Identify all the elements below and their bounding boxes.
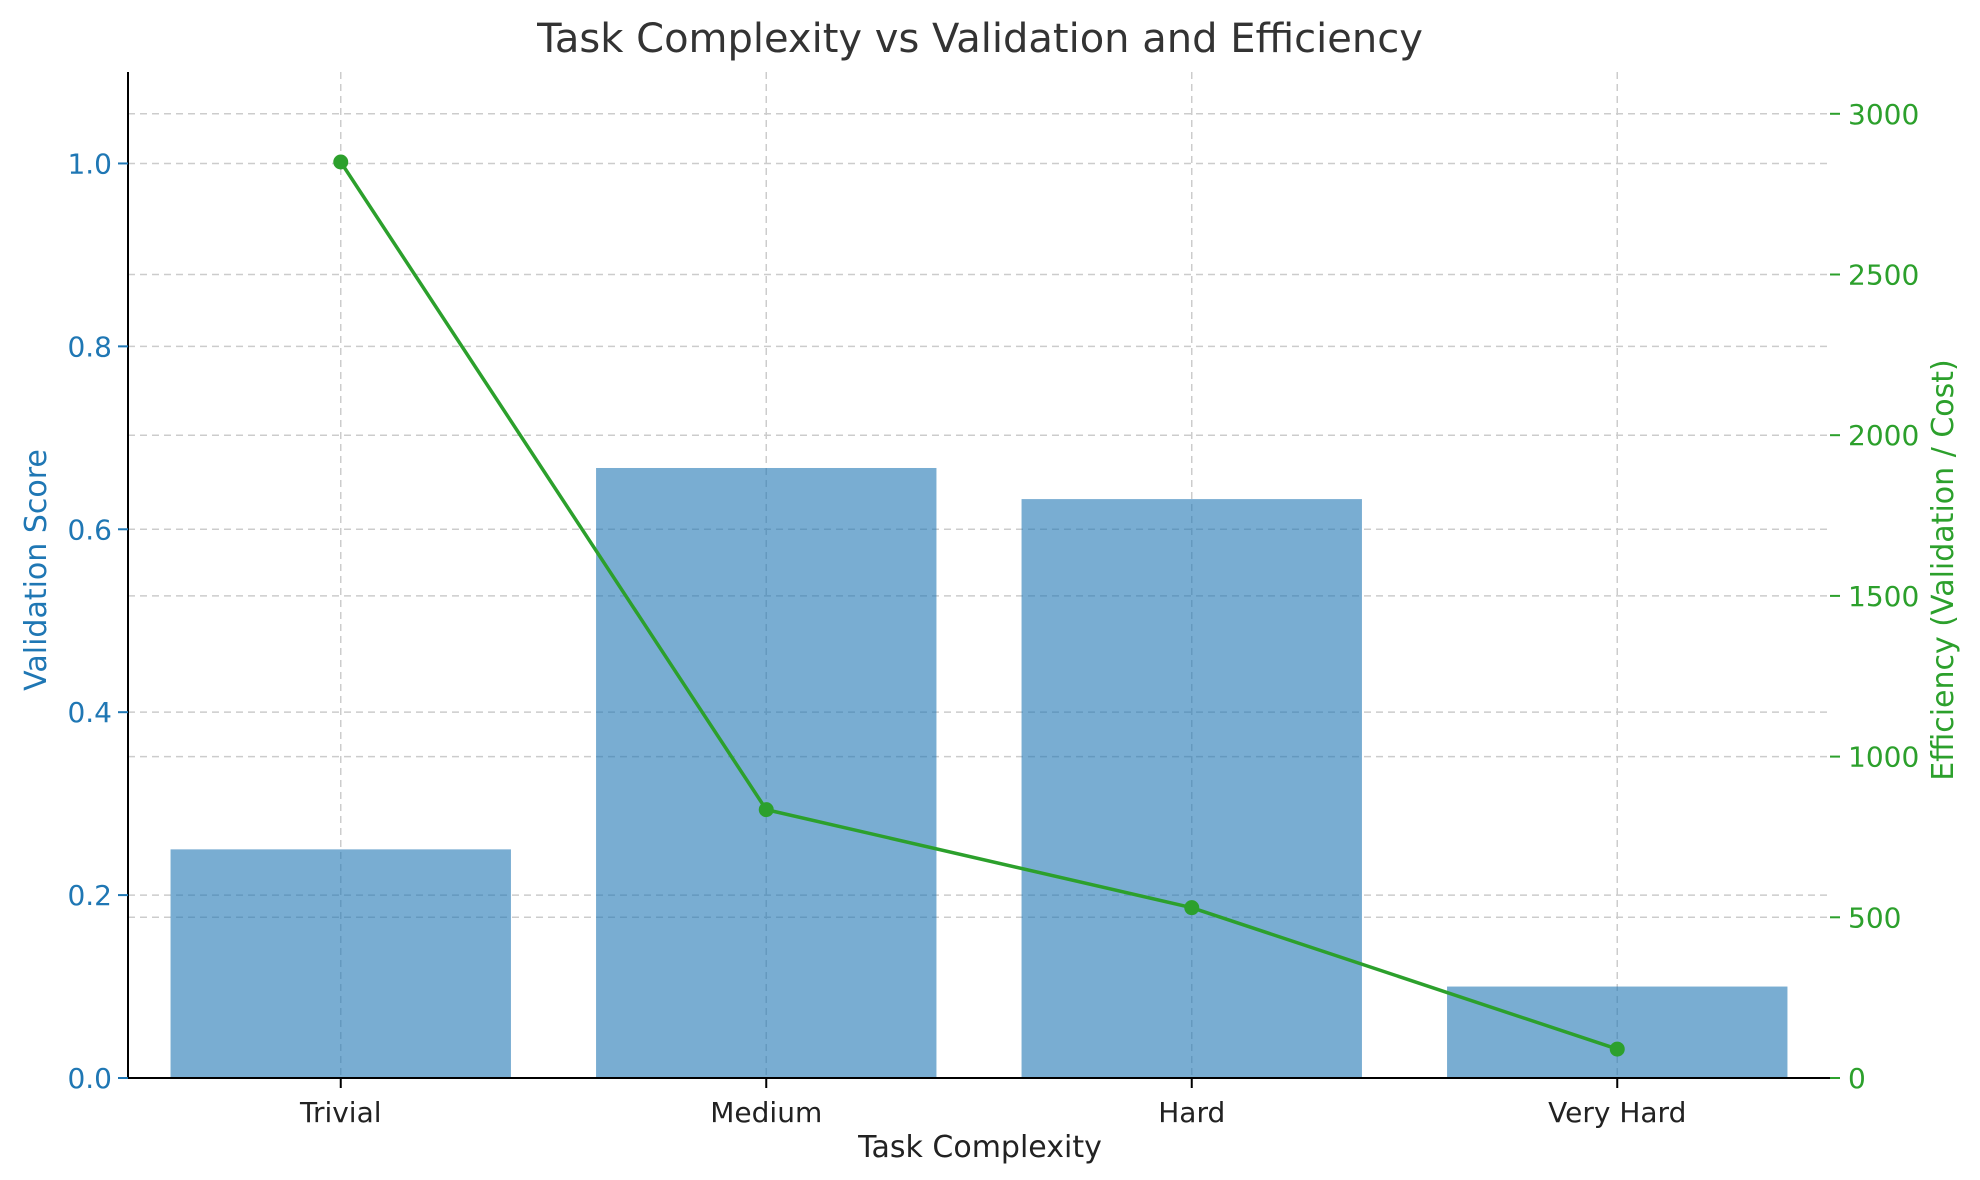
y-left-axis-title: Validation Score <box>19 449 54 691</box>
bar-hard <box>1021 499 1362 1078</box>
bar-medium <box>596 467 937 1078</box>
y-left-tick-label: 0.2 <box>67 879 112 912</box>
y-left-tick-label: 0.6 <box>67 513 112 546</box>
x-tick-label: Trivial <box>299 1096 382 1129</box>
y-left-tick-label: 1.0 <box>67 147 112 180</box>
efficiency-point <box>333 154 349 170</box>
efficiency-point <box>758 802 774 818</box>
y-left-tick-label: 0.8 <box>67 330 112 363</box>
efficiency-line <box>333 154 1625 1057</box>
bar-trivial <box>170 849 511 1078</box>
x-tick-label: Medium <box>710 1096 822 1129</box>
chart-title: Task Complexity vs Validation and Effici… <box>536 16 1423 62</box>
bars <box>170 467 1788 1078</box>
x-tick-label: Very Hard <box>1548 1096 1686 1129</box>
y-right-tick-label: 2000 <box>1848 419 1919 452</box>
y-left-tick-label: 0.4 <box>67 696 112 729</box>
y-right-tick-label: 1500 <box>1848 580 1919 613</box>
y-right-axis-title: Efficiency (Validation / Cost) <box>1926 359 1961 780</box>
axes: 0.0 0.2 0.4 0.6 0.8 1.0 0 500 1000 1500 2000 2500 30… <box>67 72 1919 1129</box>
bar-very-hard <box>1447 986 1788 1078</box>
efficiency-line-path <box>339 161 1618 1051</box>
y-right-tick-label: 0 <box>1848 1062 1866 1095</box>
x-axis-title: Task Complexity <box>857 1130 1102 1165</box>
x-tick-label: Hard <box>1158 1096 1225 1129</box>
y-left-tick-label: 0.0 <box>67 1062 112 1095</box>
y-right-tick-label: 2500 <box>1848 258 1919 291</box>
y-right-tick-label: 500 <box>1848 901 1901 934</box>
efficiency-point <box>1609 1041 1625 1057</box>
y-right-tick-label: 3000 <box>1848 98 1919 131</box>
y-right-tick-label: 1000 <box>1848 741 1919 774</box>
efficiency-point <box>1184 900 1200 916</box>
